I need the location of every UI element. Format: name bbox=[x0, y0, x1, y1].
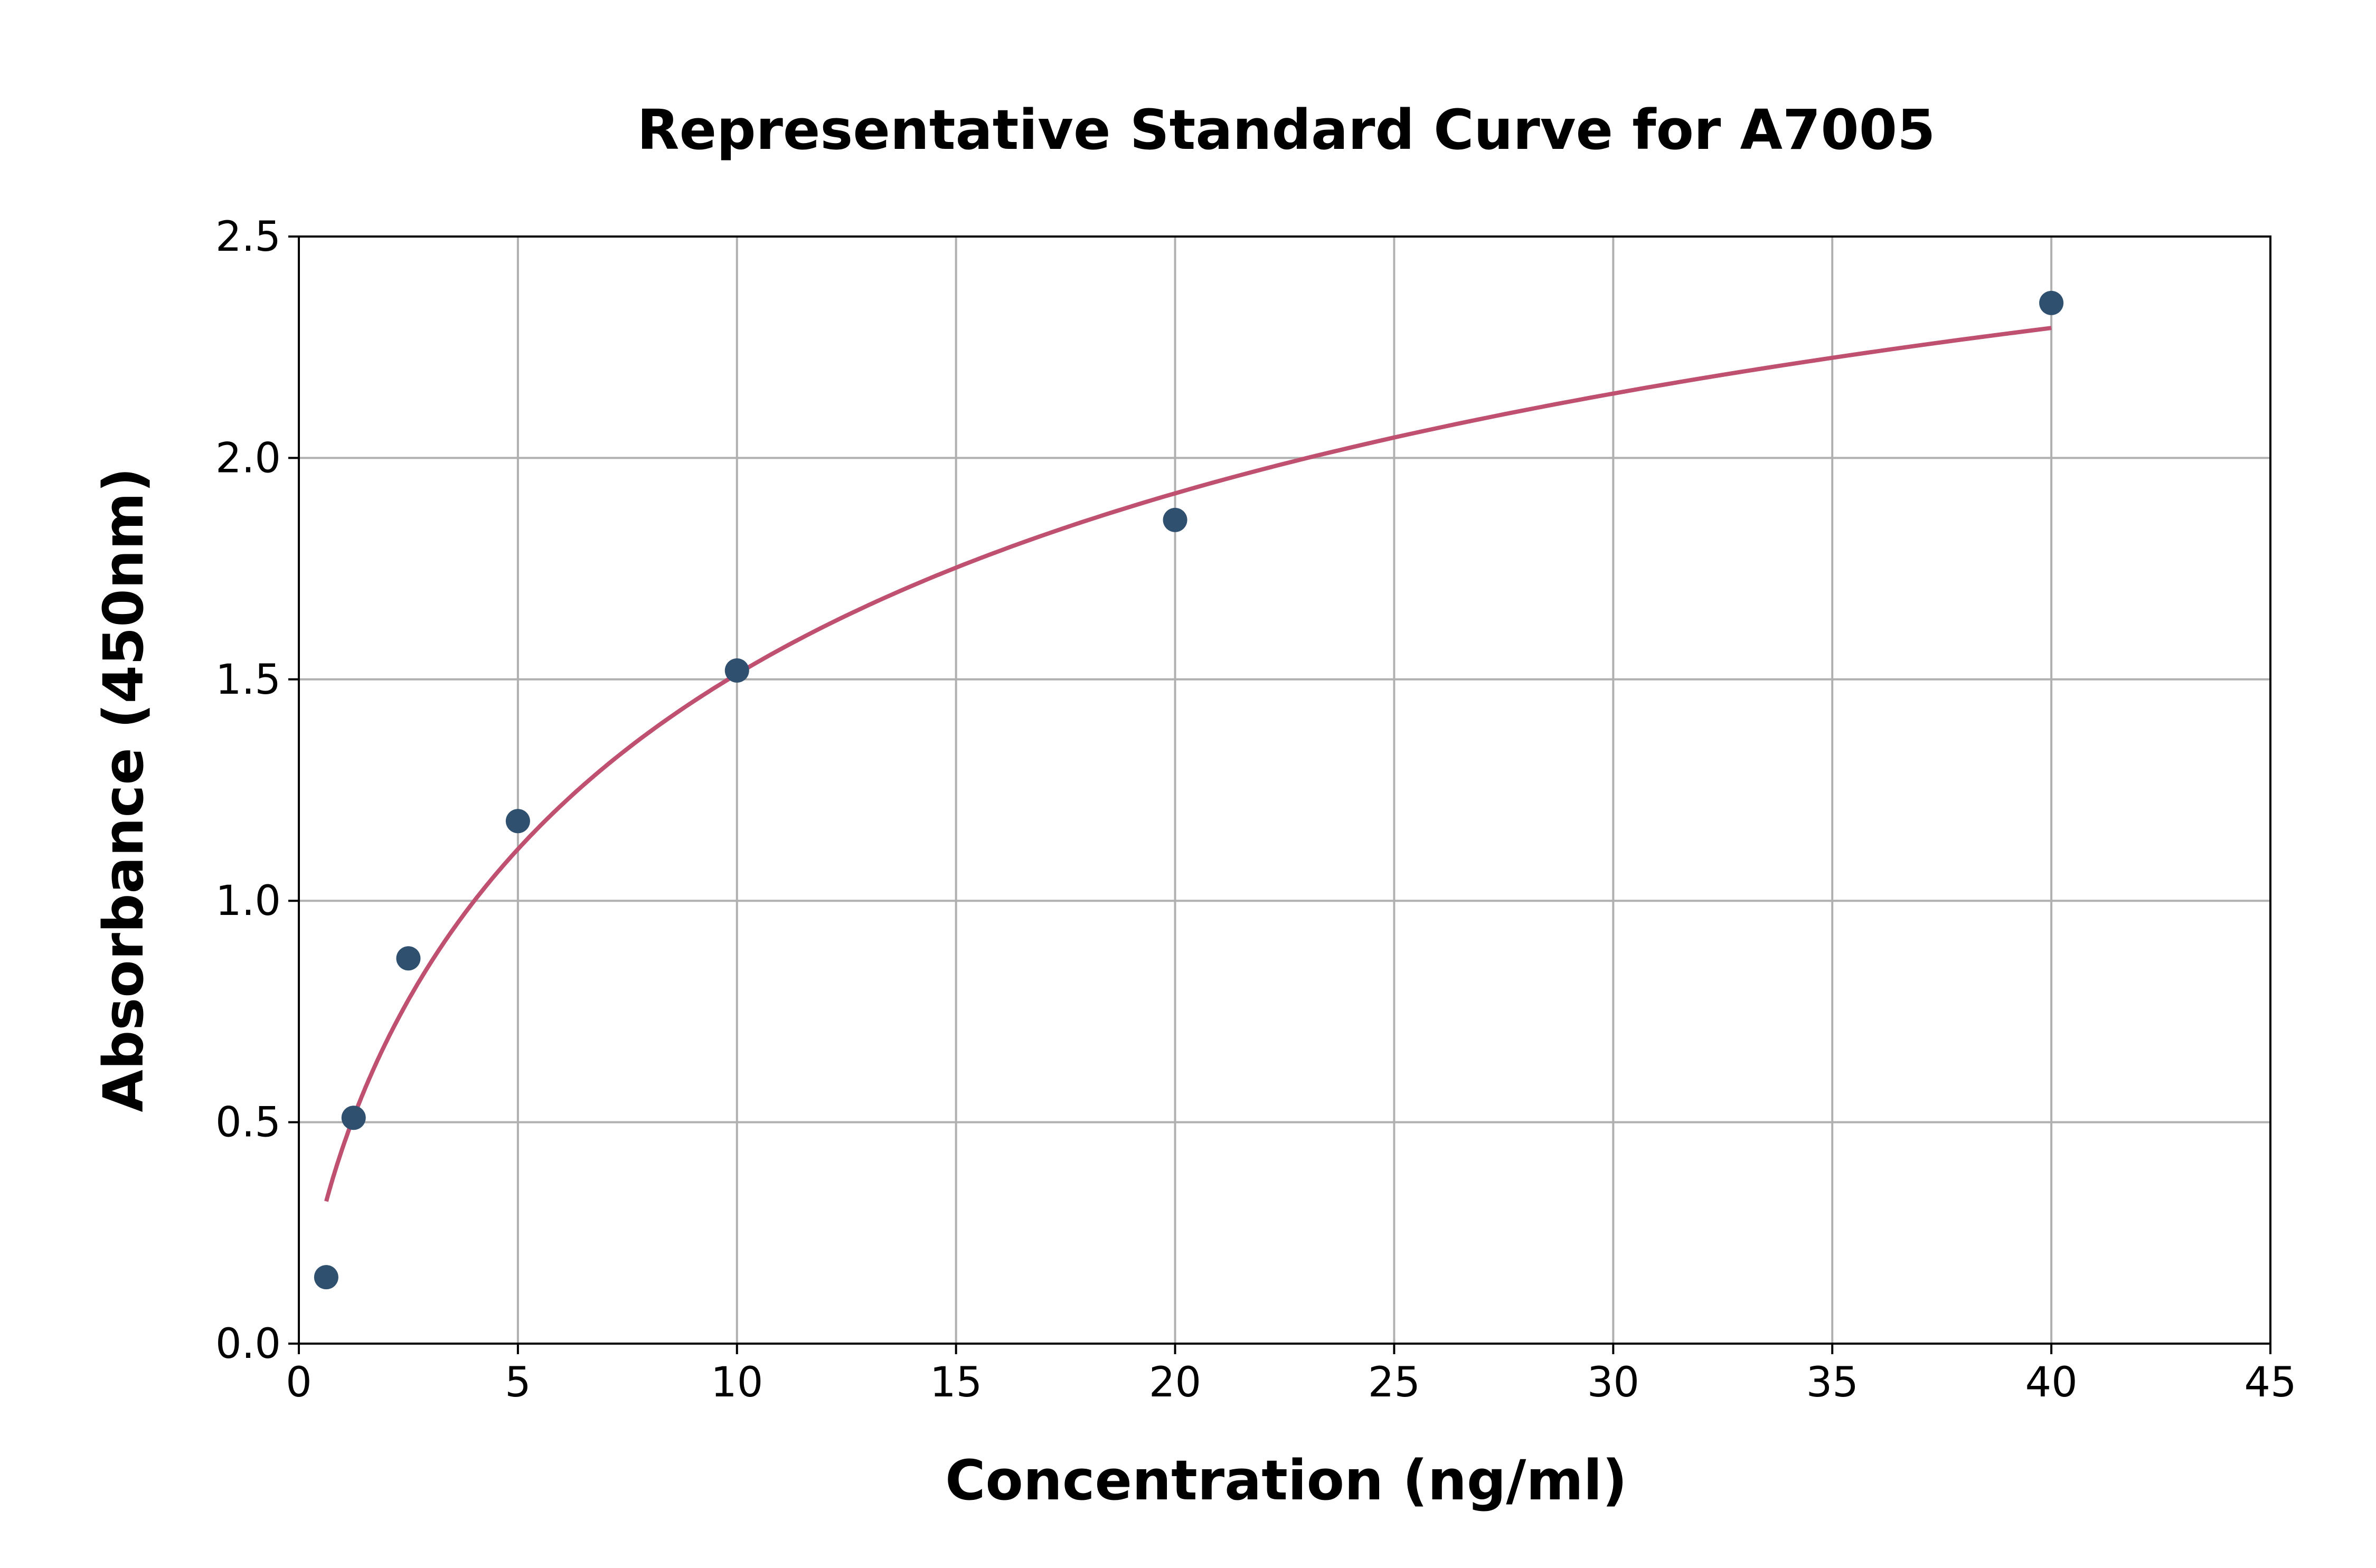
grid bbox=[298, 235, 2271, 1345]
x-tick-label: 20 bbox=[1149, 1359, 1201, 1406]
y-axis-label: Absorbance (450nm) bbox=[91, 467, 156, 1112]
x-tick-label: 10 bbox=[711, 1359, 763, 1406]
data-points bbox=[314, 290, 2064, 1290]
y-tick-label: 1.5 bbox=[215, 656, 281, 704]
y-tick-label: 0.5 bbox=[215, 1099, 281, 1147]
chart-title: Representative Standard Curve for A7005 bbox=[637, 98, 1936, 162]
y-tick-label: 2.5 bbox=[215, 213, 281, 261]
x-tick-label: 40 bbox=[2025, 1359, 2077, 1406]
x-tick-label: 25 bbox=[1368, 1359, 1420, 1406]
data-point bbox=[2039, 290, 2064, 315]
y-tick-label: 1.0 bbox=[215, 877, 281, 925]
x-tick-label: 15 bbox=[930, 1359, 982, 1406]
plot-frame bbox=[298, 235, 2271, 1345]
y-tick-label: 2.0 bbox=[215, 434, 281, 482]
x-axis-label: Concentration (ng/ml) bbox=[945, 1448, 1627, 1513]
data-point bbox=[396, 946, 421, 971]
x-tick-label: 5 bbox=[505, 1359, 531, 1406]
data-point bbox=[724, 658, 749, 683]
x-tick-label: 45 bbox=[2244, 1359, 2296, 1406]
data-point bbox=[505, 809, 530, 834]
x-tick-label: 0 bbox=[286, 1359, 312, 1406]
ticks: 0 5 10 15 20 25 30 35 40 45 0.0 0.5 1.0 1.5 2.0 2.5 bbox=[215, 213, 2297, 1406]
y-tick-label: 0.0 bbox=[215, 1320, 281, 1368]
data-point bbox=[341, 1106, 366, 1130]
x-tick-label: 30 bbox=[1587, 1359, 1639, 1406]
data-point bbox=[1163, 507, 1187, 532]
x-tick-label: 35 bbox=[1806, 1359, 1859, 1406]
data-point bbox=[314, 1265, 338, 1290]
